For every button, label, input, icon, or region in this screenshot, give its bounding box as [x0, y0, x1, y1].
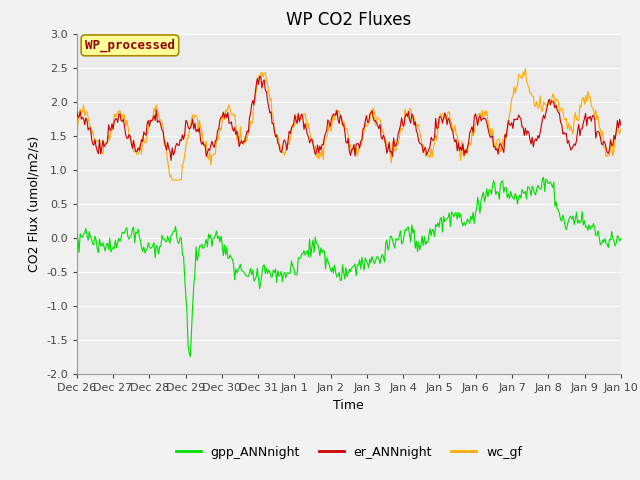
er_ANNnight: [257, 73, 264, 79]
wc_gf: [243, 136, 251, 142]
Y-axis label: CO2 Flux (umol/m2/s): CO2 Flux (umol/m2/s): [28, 136, 40, 272]
gpp_ANNnight: [186, 354, 194, 360]
Text: WP_processed: WP_processed: [85, 39, 175, 52]
gpp_ANNnight: [540, 174, 547, 180]
gpp_ANNnight: [73, 231, 81, 237]
er_ANNnight: [569, 144, 577, 149]
er_ANNnight: [305, 134, 312, 140]
wc_gf: [617, 126, 625, 132]
er_ANNnight: [406, 117, 413, 122]
gpp_ANNnight: [404, 224, 412, 230]
er_ANNnight: [73, 108, 81, 114]
wc_gf: [522, 66, 529, 72]
gpp_ANNnight: [569, 213, 577, 219]
er_ANNnight: [380, 132, 387, 138]
wc_gf: [404, 116, 412, 121]
Legend: gpp_ANNnight, er_ANNnight, wc_gf: gpp_ANNnight, er_ANNnight, wc_gf: [171, 441, 527, 464]
wc_gf: [474, 111, 481, 117]
X-axis label: Time: Time: [333, 399, 364, 412]
wc_gf: [303, 126, 311, 132]
gpp_ANNnight: [474, 194, 481, 200]
er_ANNnight: [167, 157, 175, 163]
wc_gf: [569, 131, 577, 137]
gpp_ANNnight: [378, 252, 386, 257]
Line: wc_gf: wc_gf: [77, 69, 621, 180]
wc_gf: [73, 127, 81, 133]
wc_gf: [168, 177, 176, 183]
Line: er_ANNnight: er_ANNnight: [77, 76, 621, 160]
Line: gpp_ANNnight: gpp_ANNnight: [77, 177, 621, 357]
gpp_ANNnight: [303, 248, 311, 253]
wc_gf: [378, 129, 386, 135]
Title: WP CO2 Fluxes: WP CO2 Fluxes: [286, 11, 412, 29]
er_ANNnight: [617, 122, 625, 128]
gpp_ANNnight: [617, 236, 625, 241]
er_ANNnight: [475, 115, 483, 121]
gpp_ANNnight: [243, 274, 251, 279]
er_ANNnight: [243, 128, 251, 134]
